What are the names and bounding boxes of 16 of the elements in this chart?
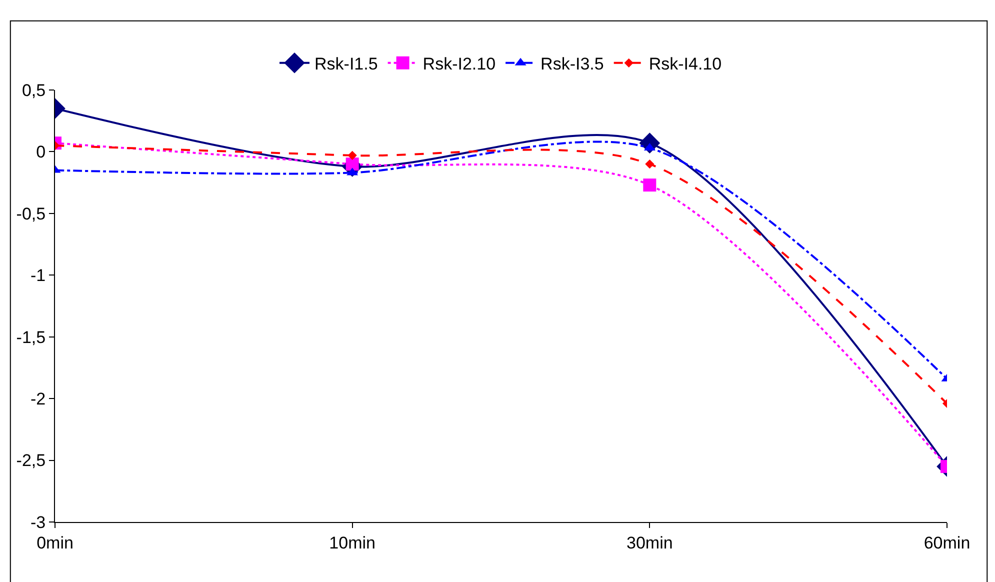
legend-label: Rsk-I2.10 [422, 54, 496, 74]
x-tick-label: 0min [36, 533, 74, 552]
y-tick-label: 0,5 [22, 80, 46, 100]
y-tick-label: 0 [36, 142, 46, 162]
legend-label: Rsk-I4.10 [648, 54, 722, 74]
y-tick-label: -3 [30, 512, 46, 532]
legend-label: Rsk-I3.5 [540, 54, 604, 74]
y-tick-label: -0,5 [16, 204, 46, 224]
y-tick-label: -1,5 [16, 328, 46, 347]
x-tick-label: 10min [329, 533, 376, 552]
y-tick-label: -2 [30, 390, 46, 409]
x-tick-label: 30min [626, 533, 673, 552]
y-tick-label: -1 [30, 266, 46, 286]
y-tick-label: -2,5 [16, 451, 46, 470]
legend-label: Rsk-I1.5 [314, 54, 378, 74]
x-tick-label: 60min [924, 533, 970, 552]
